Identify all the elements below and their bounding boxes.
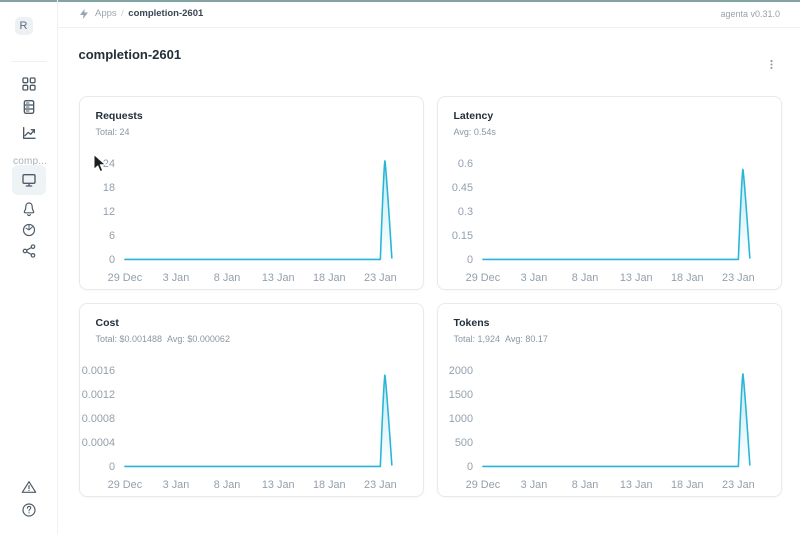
svg-text:0.0004: 0.0004	[81, 437, 114, 449]
svg-text:0.45: 0.45	[451, 182, 472, 194]
svg-text:3 Jan: 3 Jan	[520, 479, 547, 491]
svg-text:0: 0	[466, 254, 472, 266]
svg-text:23 Jan: 23 Jan	[722, 479, 755, 491]
svg-text:1000: 1000	[448, 413, 472, 425]
svg-text:0: 0	[108, 461, 114, 473]
svg-text:0.15: 0.15	[451, 230, 472, 242]
svg-text:13 Jan: 13 Jan	[619, 272, 652, 284]
svg-text:0.0012: 0.0012	[81, 389, 114, 401]
svg-text:1500: 1500	[448, 389, 472, 401]
svg-text:29 Dec: 29 Dec	[107, 272, 142, 284]
svg-text:0: 0	[466, 461, 472, 473]
svg-text:29 Dec: 29 Dec	[465, 479, 500, 491]
svg-text:0.6: 0.6	[457, 158, 472, 170]
svg-text:29 Dec: 29 Dec	[107, 479, 142, 491]
svg-text:0.0008: 0.0008	[81, 413, 114, 425]
svg-text:13 Jan: 13 Jan	[261, 272, 294, 284]
svg-text:8 Jan: 8 Jan	[213, 479, 240, 491]
svg-text:18 Jan: 18 Jan	[670, 479, 703, 491]
svg-text:13 Jan: 13 Jan	[619, 479, 652, 491]
svg-text:23 Jan: 23 Jan	[364, 272, 397, 284]
svg-text:12: 12	[102, 206, 114, 218]
svg-text:6: 6	[108, 230, 114, 242]
svg-text:8 Jan: 8 Jan	[213, 272, 240, 284]
svg-text:0.0016: 0.0016	[81, 365, 114, 377]
svg-text:500: 500	[454, 437, 472, 449]
svg-text:2000: 2000	[448, 365, 472, 377]
svg-text:13 Jan: 13 Jan	[261, 479, 294, 491]
svg-text:0.3: 0.3	[457, 206, 472, 218]
svg-text:29 Dec: 29 Dec	[465, 272, 500, 284]
svg-text:23 Jan: 23 Jan	[722, 272, 755, 284]
svg-text:3 Jan: 3 Jan	[162, 479, 189, 491]
svg-text:18 Jan: 18 Jan	[670, 272, 703, 284]
svg-text:3 Jan: 3 Jan	[520, 272, 547, 284]
svg-text:8 Jan: 8 Jan	[571, 272, 598, 284]
svg-text:0: 0	[108, 254, 114, 266]
svg-text:8 Jan: 8 Jan	[571, 479, 598, 491]
svg-text:3 Jan: 3 Jan	[162, 272, 189, 284]
svg-text:18: 18	[102, 182, 114, 194]
svg-text:23 Jan: 23 Jan	[364, 479, 397, 491]
svg-text:18 Jan: 18 Jan	[312, 272, 345, 284]
svg-text:18 Jan: 18 Jan	[312, 479, 345, 491]
